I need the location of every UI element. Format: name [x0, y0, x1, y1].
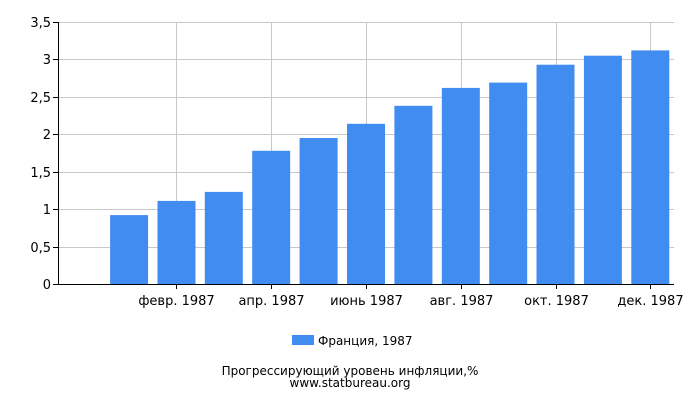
bars: [110, 50, 670, 285]
legend-label: Франция, 1987: [318, 334, 413, 348]
y-tick-label: 3,5: [30, 16, 51, 31]
x-tick-label: дек. 1987: [617, 294, 683, 309]
chart-title: Прогрессирующий уровень инфляции,%: [222, 364, 479, 378]
bar: [536, 64, 575, 284]
x-tick-label: апр. 1987: [238, 294, 304, 309]
bar: [299, 138, 338, 284]
y-tick-label: 3: [43, 53, 51, 68]
y-tick-label: 0,5: [30, 241, 51, 256]
bar: [110, 215, 149, 284]
y-tick-label: 1: [43, 203, 51, 218]
x-axis-tick-labels: февр. 1987 апр. 1987 июнь 1987 авг. 1987 окт…: [138, 294, 683, 309]
bar: [394, 105, 433, 284]
y-tick-label: 2: [43, 128, 51, 143]
x-tick-label: окт. 1987: [524, 294, 589, 309]
legend-swatch: [292, 335, 314, 345]
source-url: www.statbureau.org: [290, 376, 411, 390]
legend: Франция, 1987: [292, 334, 413, 348]
y-axis-tick-labels: 0 0,5 1 1,5 2 2,5 3 3,5: [30, 16, 51, 293]
bar: [157, 200, 196, 284]
bar: [347, 123, 385, 284]
y-tick-label: 0: [43, 278, 51, 293]
bar: [489, 82, 528, 284]
bar: [252, 150, 291, 284]
y-tick-label: 1,5: [30, 166, 51, 181]
x-tick-label: июнь 1987: [330, 294, 403, 309]
bar: [631, 50, 670, 285]
bar: [441, 87, 480, 285]
bar: [204, 191, 243, 284]
axes: [53, 22, 674, 289]
x-tick-label: авг. 1987: [430, 294, 494, 309]
x-tick-label: февр. 1987: [138, 294, 214, 309]
y-tick-label: 2,5: [30, 91, 51, 106]
bar: [583, 55, 622, 285]
